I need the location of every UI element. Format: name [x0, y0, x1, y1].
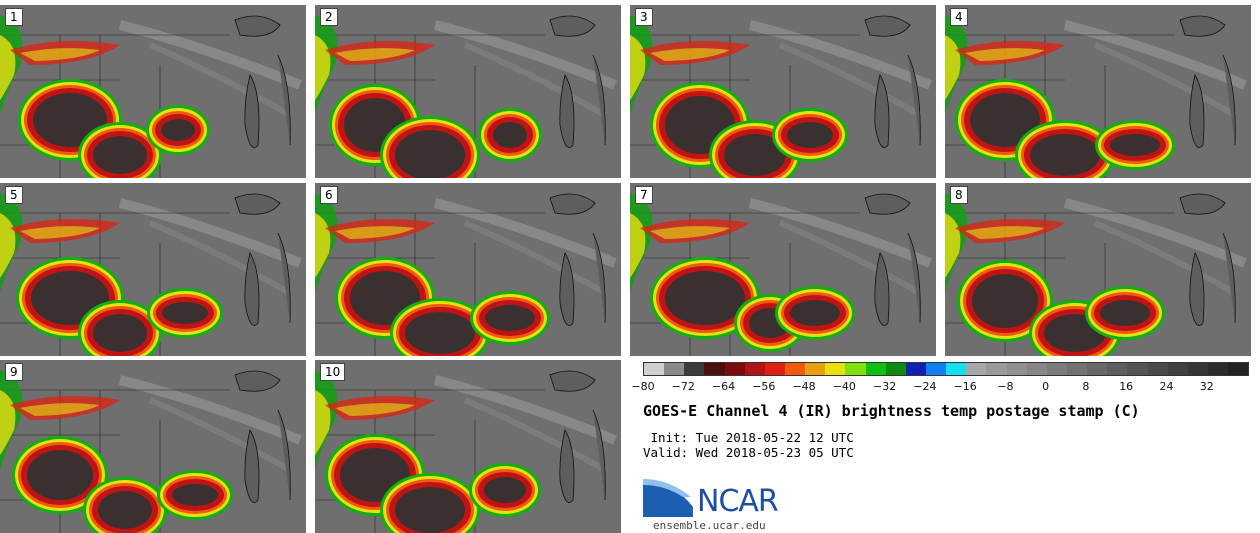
ir-satellite-map [945, 183, 1251, 356]
colorbar-tick-label: −48 [792, 380, 816, 393]
colorbar-swatch [744, 363, 765, 375]
map-panel: 7 [630, 183, 936, 356]
map-panel: 8 [945, 183, 1251, 356]
panel-number-label: 3 [635, 8, 653, 26]
panel-number-label: 2 [320, 8, 338, 26]
colorbar-swatch [1167, 363, 1188, 375]
map-panel: 10 [315, 360, 621, 533]
colorbar-swatch [865, 363, 886, 375]
colorbar-swatch [1026, 363, 1047, 375]
ir-satellite-map [630, 5, 936, 178]
figure-title: GOES-E Channel 4 (IR) brightness temp po… [643, 402, 1140, 420]
colorbar-swatch [644, 363, 665, 375]
ncar-logo-icon [643, 479, 693, 517]
map-panel: 9 [0, 360, 306, 533]
colorbar-swatch [925, 363, 947, 375]
colorbar-swatch [966, 363, 987, 375]
colorbar-swatch [1087, 363, 1108, 375]
colorbar-tick-label: −32 [872, 380, 897, 393]
ir-satellite-map [945, 5, 1251, 178]
colorbar-swatch [764, 363, 785, 375]
map-panel: 6 [315, 183, 621, 356]
panel-number-label: 7 [635, 186, 653, 204]
panel-number-label: 6 [320, 186, 338, 204]
map-panel: 1 [0, 5, 306, 178]
colorbar-swatch [905, 363, 926, 375]
colorbar-swatch [1006, 363, 1027, 375]
map-panel: 4 [945, 5, 1251, 178]
colorbar-tick-label: −56 [752, 380, 776, 393]
panel-number-label: 9 [5, 363, 23, 381]
panel-number-label: 8 [950, 186, 968, 204]
colorbar-swatch [1147, 363, 1168, 375]
colorbar-tick-label: −72 [671, 380, 695, 393]
ir-satellite-map [630, 183, 936, 356]
panel-number-label: 10 [320, 363, 346, 381]
map-panel: 3 [630, 5, 936, 178]
colorbar-tick-label: 16 [1119, 380, 1134, 393]
map-panel: 2 [315, 5, 621, 178]
colorbar-swatch [664, 363, 685, 375]
colorbar-tick-label: 32 [1199, 380, 1214, 393]
colorbar-swatch [825, 363, 846, 375]
site-url[interactable]: ensemble.ucar.edu [653, 519, 766, 532]
colorbar-swatch [986, 363, 1007, 375]
ir-satellite-map [0, 5, 306, 178]
colorbar-swatch [946, 363, 967, 375]
colorbar-swatch [1107, 363, 1128, 375]
colorbar-tick-label: −40 [832, 380, 856, 393]
panel-number-label: 4 [950, 8, 968, 26]
colorbar-ticks: −80 −72 −64 −56 −48 −40 −32 −24 −16 −8 0 8 16 24 32 [631, 380, 1247, 394]
colorbar-swatch [1228, 363, 1249, 375]
valid-time: Valid: Wed 2018-05-23 05 UTC [643, 445, 854, 460]
colorbar-swatch [805, 363, 826, 375]
colorbar-swatch [704, 363, 725, 375]
colorbar-tick-label: −24 [913, 380, 937, 393]
colorbar-tick-label: 8 [1082, 380, 1090, 393]
colorbar-swatch [1066, 363, 1088, 375]
colorbar-tick-label: 0 [1042, 380, 1050, 393]
ir-satellite-map [315, 360, 621, 533]
colorbar-swatch [1207, 363, 1229, 375]
ir-satellite-map [0, 360, 306, 533]
colorbar-swatch [1046, 363, 1067, 375]
colorbar-swatch [784, 363, 806, 375]
colorbar [643, 362, 1249, 376]
panel-number-label: 5 [5, 186, 23, 204]
init-time: Init: Tue 2018-05-22 12 UTC [643, 430, 854, 445]
colorbar-swatch [885, 363, 906, 375]
colorbar-tick-label: −8 [997, 380, 1014, 393]
panel-number-label: 1 [5, 8, 23, 26]
colorbar-swatch [1127, 363, 1148, 375]
ir-satellite-map [315, 183, 621, 356]
colorbar-swatch [845, 363, 866, 375]
colorbar-tick-label: −80 [631, 380, 655, 393]
colorbar-tick-label: −16 [953, 380, 977, 393]
colorbar-swatch [1187, 363, 1208, 375]
colorbar-tick-label: 24 [1159, 380, 1174, 393]
ncar-logo-text: NCAR [697, 484, 779, 519]
colorbar-swatch [684, 363, 705, 375]
colorbar-swatch [724, 363, 745, 375]
ir-satellite-map [315, 5, 621, 178]
colorbar-tick-label: −64 [711, 380, 736, 393]
map-panel: 5 [0, 183, 306, 356]
ir-satellite-map [0, 183, 306, 356]
